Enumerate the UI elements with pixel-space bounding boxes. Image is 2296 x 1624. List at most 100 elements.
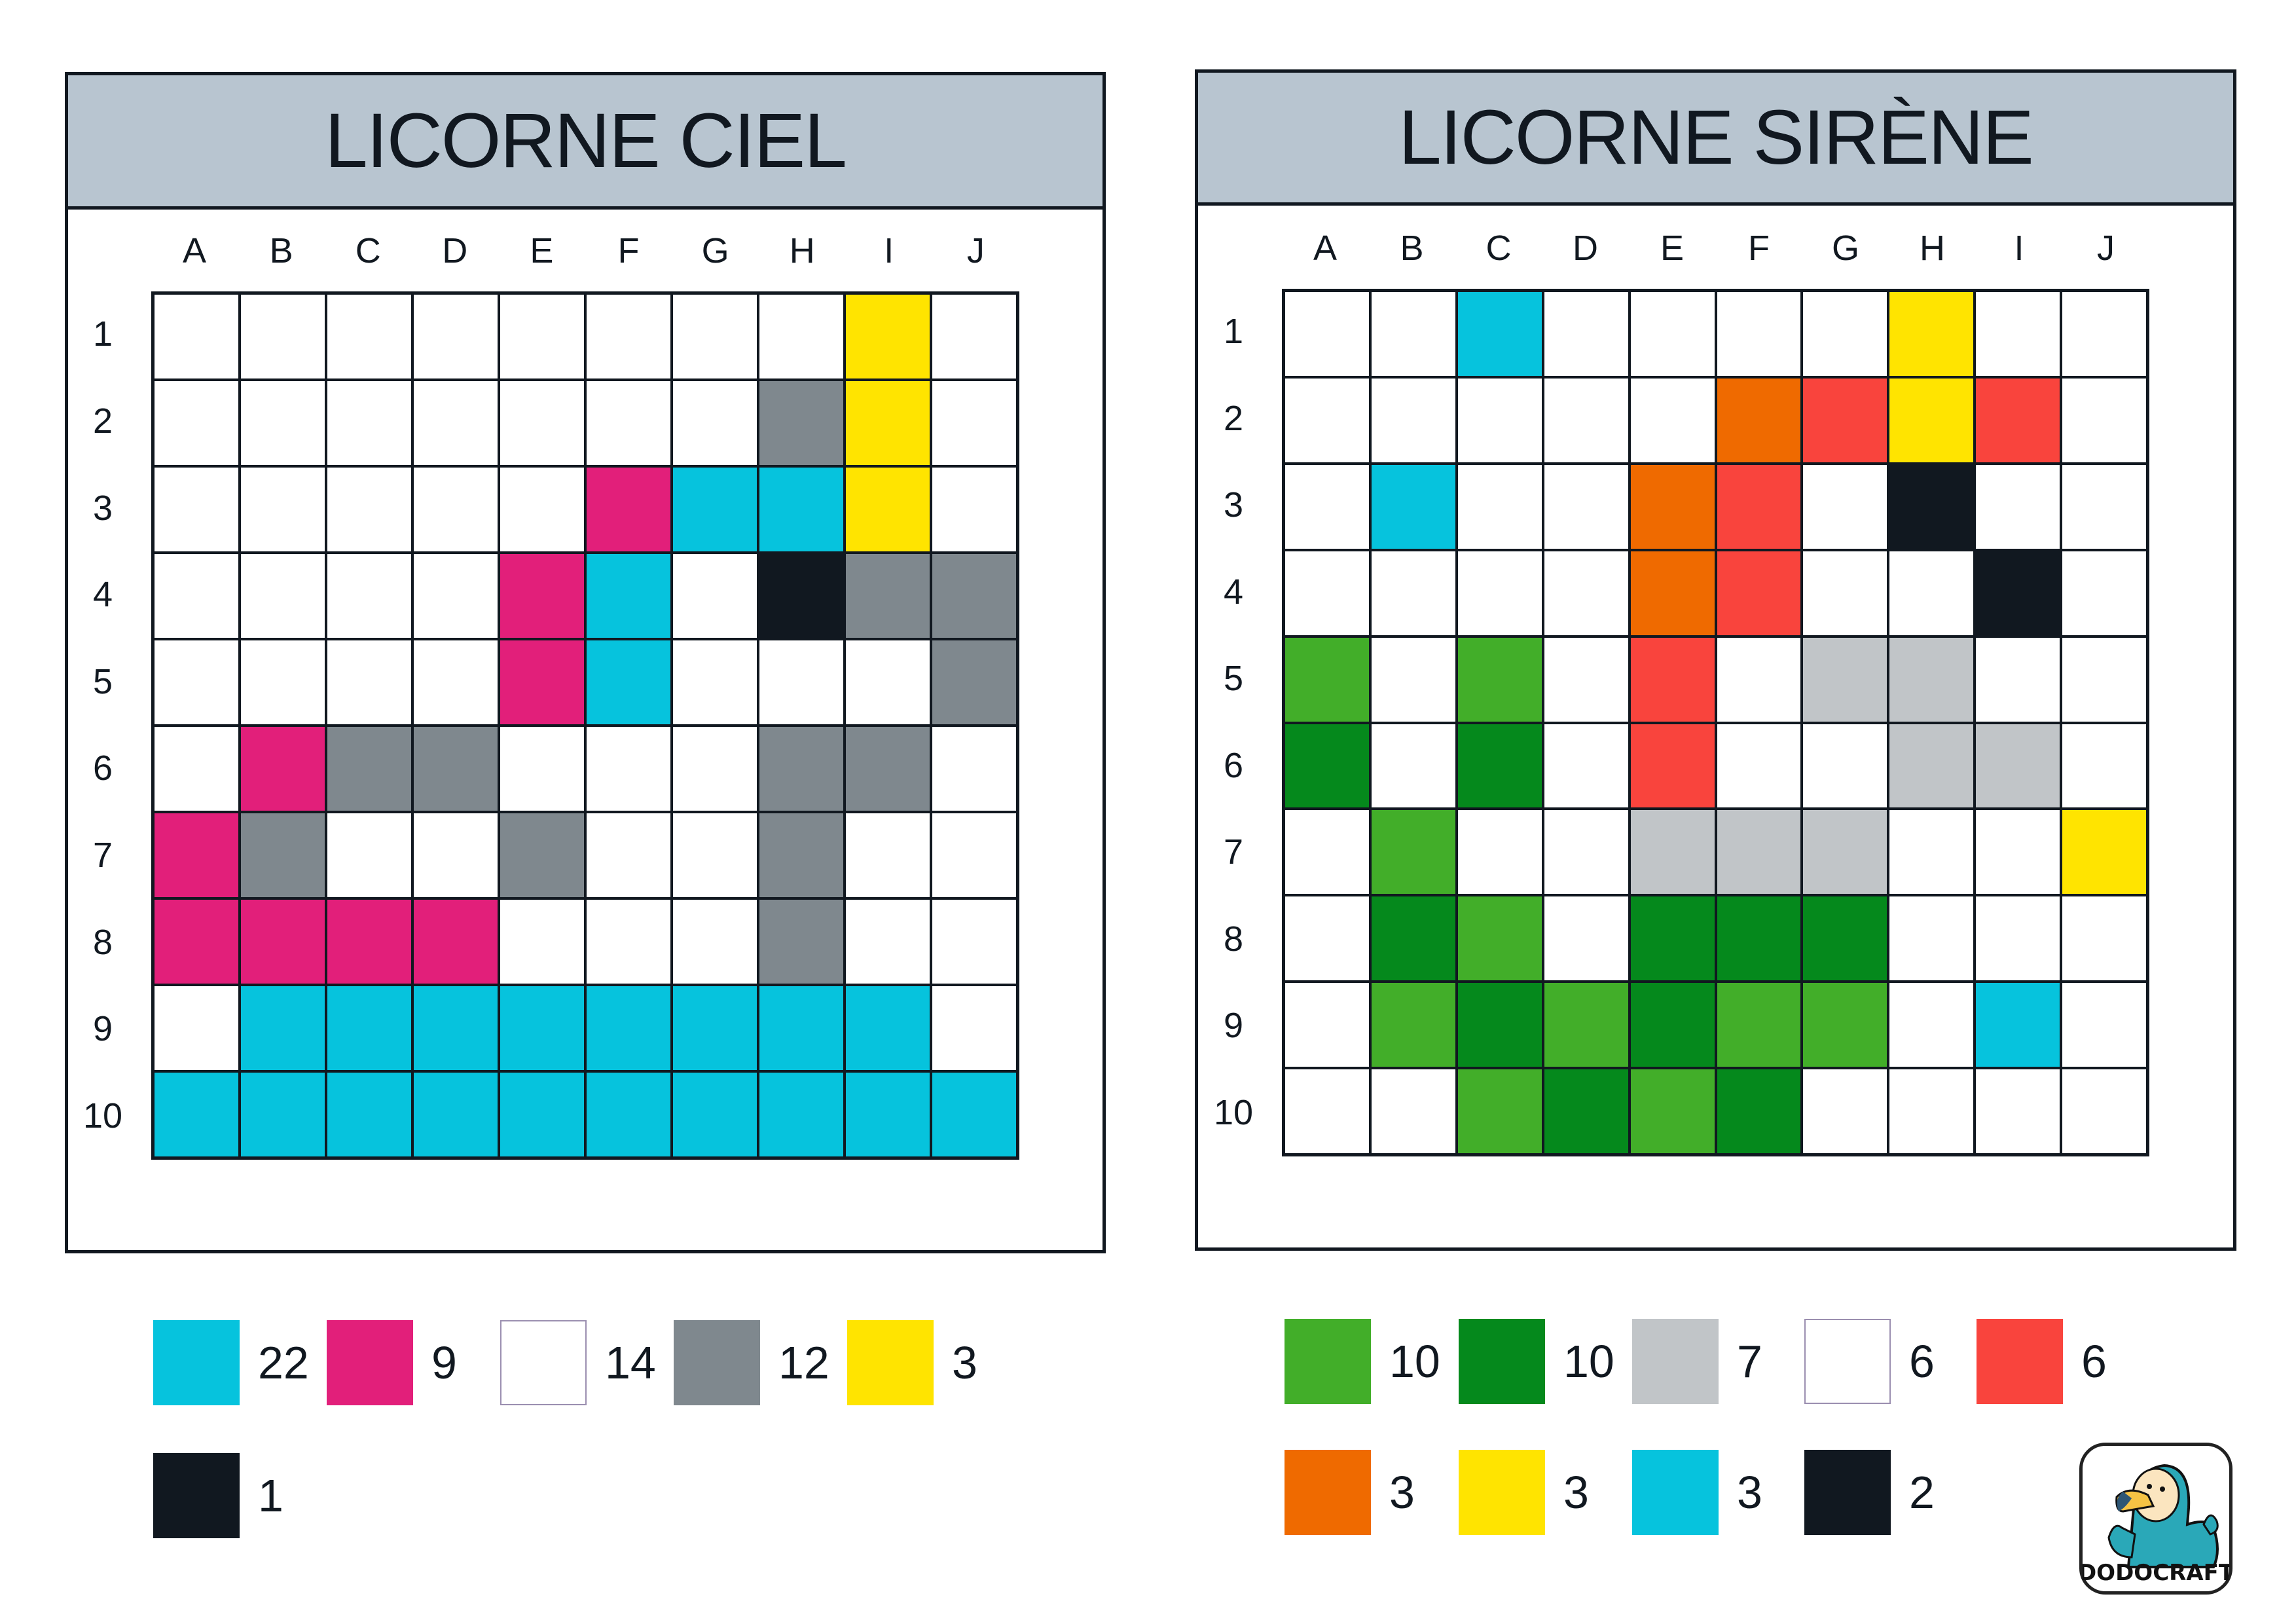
grid-cell-D7[interactable] [1544, 810, 1628, 895]
grid-cell-C1[interactable] [1457, 292, 1542, 376]
grid-cell-G4[interactable] [1803, 551, 1887, 635]
grid-cell-G6[interactable] [1803, 724, 1887, 808]
grid-cell-J9[interactable] [2062, 983, 2146, 1067]
grid-cell-A2[interactable] [155, 381, 238, 465]
grid-cell-H4[interactable] [759, 554, 843, 638]
grid-cell-H2[interactable] [1889, 378, 1974, 462]
grid-cell-G2[interactable] [1803, 378, 1887, 462]
grid-cell-A1[interactable] [155, 295, 238, 378]
grid-cell-A10[interactable] [155, 1073, 238, 1156]
grid-cell-F7[interactable] [1717, 810, 1801, 895]
grid-cell-A6[interactable] [1285, 724, 1369, 808]
grid-cell-H9[interactable] [1889, 983, 1974, 1067]
grid-cell-E8[interactable] [500, 900, 584, 984]
grid-cell-A3[interactable] [155, 468, 238, 551]
grid-cell-D10[interactable] [414, 1073, 498, 1156]
grid-cell-J6[interactable] [2062, 724, 2146, 808]
grid-cell-G3[interactable] [673, 468, 757, 551]
grid-cell-F1[interactable] [587, 295, 670, 378]
grid-cell-I2[interactable] [846, 381, 930, 465]
grid-cell-C8[interactable] [327, 900, 411, 984]
grid-cell-D6[interactable] [1544, 724, 1628, 808]
grid-cell-D8[interactable] [414, 900, 498, 984]
grid-cell-J7[interactable] [932, 813, 1016, 897]
grid-cell-H3[interactable] [1889, 464, 1974, 549]
grid-cell-F2[interactable] [1717, 378, 1801, 462]
grid-cell-J3[interactable] [932, 468, 1016, 551]
grid-cell-E9[interactable] [1630, 983, 1715, 1067]
grid-cell-H1[interactable] [759, 295, 843, 378]
grid-cell-I9[interactable] [1976, 983, 2060, 1067]
grid-cell-J2[interactable] [2062, 378, 2146, 462]
grid-cell-C1[interactable] [327, 295, 411, 378]
grid-cell-A4[interactable] [155, 554, 238, 638]
grid-cell-D3[interactable] [1544, 464, 1628, 549]
grid-cell-I5[interactable] [1976, 637, 2060, 722]
grid-cell-B3[interactable] [241, 468, 325, 551]
grid-cell-F9[interactable] [587, 986, 670, 1070]
grid-cell-A9[interactable] [155, 986, 238, 1070]
grid-cell-D5[interactable] [1544, 637, 1628, 722]
grid-cell-A7[interactable] [155, 813, 238, 897]
grid-cell-E1[interactable] [1630, 292, 1715, 376]
grid-cell-I10[interactable] [846, 1073, 930, 1156]
grid-cell-D2[interactable] [1544, 378, 1628, 462]
grid-cell-E5[interactable] [1630, 637, 1715, 722]
grid-cell-F10[interactable] [1717, 1069, 1801, 1153]
grid-cell-G6[interactable] [673, 727, 757, 811]
grid-cell-A8[interactable] [1285, 896, 1369, 981]
grid-cell-D5[interactable] [414, 640, 498, 724]
grid-cell-B9[interactable] [1371, 983, 1455, 1067]
grid-cell-F5[interactable] [1717, 637, 1801, 722]
grid-cell-J2[interactable] [932, 381, 1016, 465]
grid-cell-F9[interactable] [1717, 983, 1801, 1067]
grid-cell-F2[interactable] [587, 381, 670, 465]
grid-cell-G7[interactable] [673, 813, 757, 897]
grid-cell-D9[interactable] [414, 986, 498, 1070]
grid-cell-D8[interactable] [1544, 896, 1628, 981]
grid-cell-C3[interactable] [1457, 464, 1542, 549]
grid-cell-B9[interactable] [241, 986, 325, 1070]
grid-cell-J5[interactable] [932, 640, 1016, 724]
grid-cell-G10[interactable] [1803, 1069, 1887, 1153]
grid-cell-E6[interactable] [1630, 724, 1715, 808]
grid-cell-B4[interactable] [241, 554, 325, 638]
grid-cell-G5[interactable] [673, 640, 757, 724]
grid-cell-J10[interactable] [932, 1073, 1016, 1156]
grid-cell-B7[interactable] [1371, 810, 1455, 895]
grid-cell-B3[interactable] [1371, 464, 1455, 549]
grid-cell-H7[interactable] [759, 813, 843, 897]
grid-cell-J1[interactable] [932, 295, 1016, 378]
grid-cell-C9[interactable] [1457, 983, 1542, 1067]
grid-cell-F3[interactable] [1717, 464, 1801, 549]
grid-cell-A5[interactable] [155, 640, 238, 724]
grid-cell-I6[interactable] [846, 727, 930, 811]
grid-cell-H8[interactable] [1889, 896, 1974, 981]
grid-cell-C2[interactable] [1457, 378, 1542, 462]
grid-cell-A3[interactable] [1285, 464, 1369, 549]
grid-cell-G1[interactable] [1803, 292, 1887, 376]
grid-cell-I10[interactable] [1976, 1069, 2060, 1153]
grid-cell-H5[interactable] [1889, 637, 1974, 722]
grid-cell-E2[interactable] [500, 381, 584, 465]
grid-cell-F1[interactable] [1717, 292, 1801, 376]
grid-cell-E9[interactable] [500, 986, 584, 1070]
grid-cell-I3[interactable] [1976, 464, 2060, 549]
grid-cell-G9[interactable] [673, 986, 757, 1070]
grid-cell-B6[interactable] [241, 727, 325, 811]
grid-cell-H1[interactable] [1889, 292, 1974, 376]
grid-cell-J3[interactable] [2062, 464, 2146, 549]
grid-cell-E4[interactable] [500, 554, 584, 638]
grid-cell-B2[interactable] [241, 381, 325, 465]
grid-cell-F10[interactable] [587, 1073, 670, 1156]
grid-cell-I1[interactable] [846, 295, 930, 378]
grid-cell-J4[interactable] [932, 554, 1016, 638]
grid-cell-F7[interactable] [587, 813, 670, 897]
grid-cell-E4[interactable] [1630, 551, 1715, 635]
grid-cell-E6[interactable] [500, 727, 584, 811]
grid-cell-F4[interactable] [587, 554, 670, 638]
grid-cell-B1[interactable] [1371, 292, 1455, 376]
grid-cell-J10[interactable] [2062, 1069, 2146, 1153]
grid-cell-I8[interactable] [846, 900, 930, 984]
grid-cell-A6[interactable] [155, 727, 238, 811]
